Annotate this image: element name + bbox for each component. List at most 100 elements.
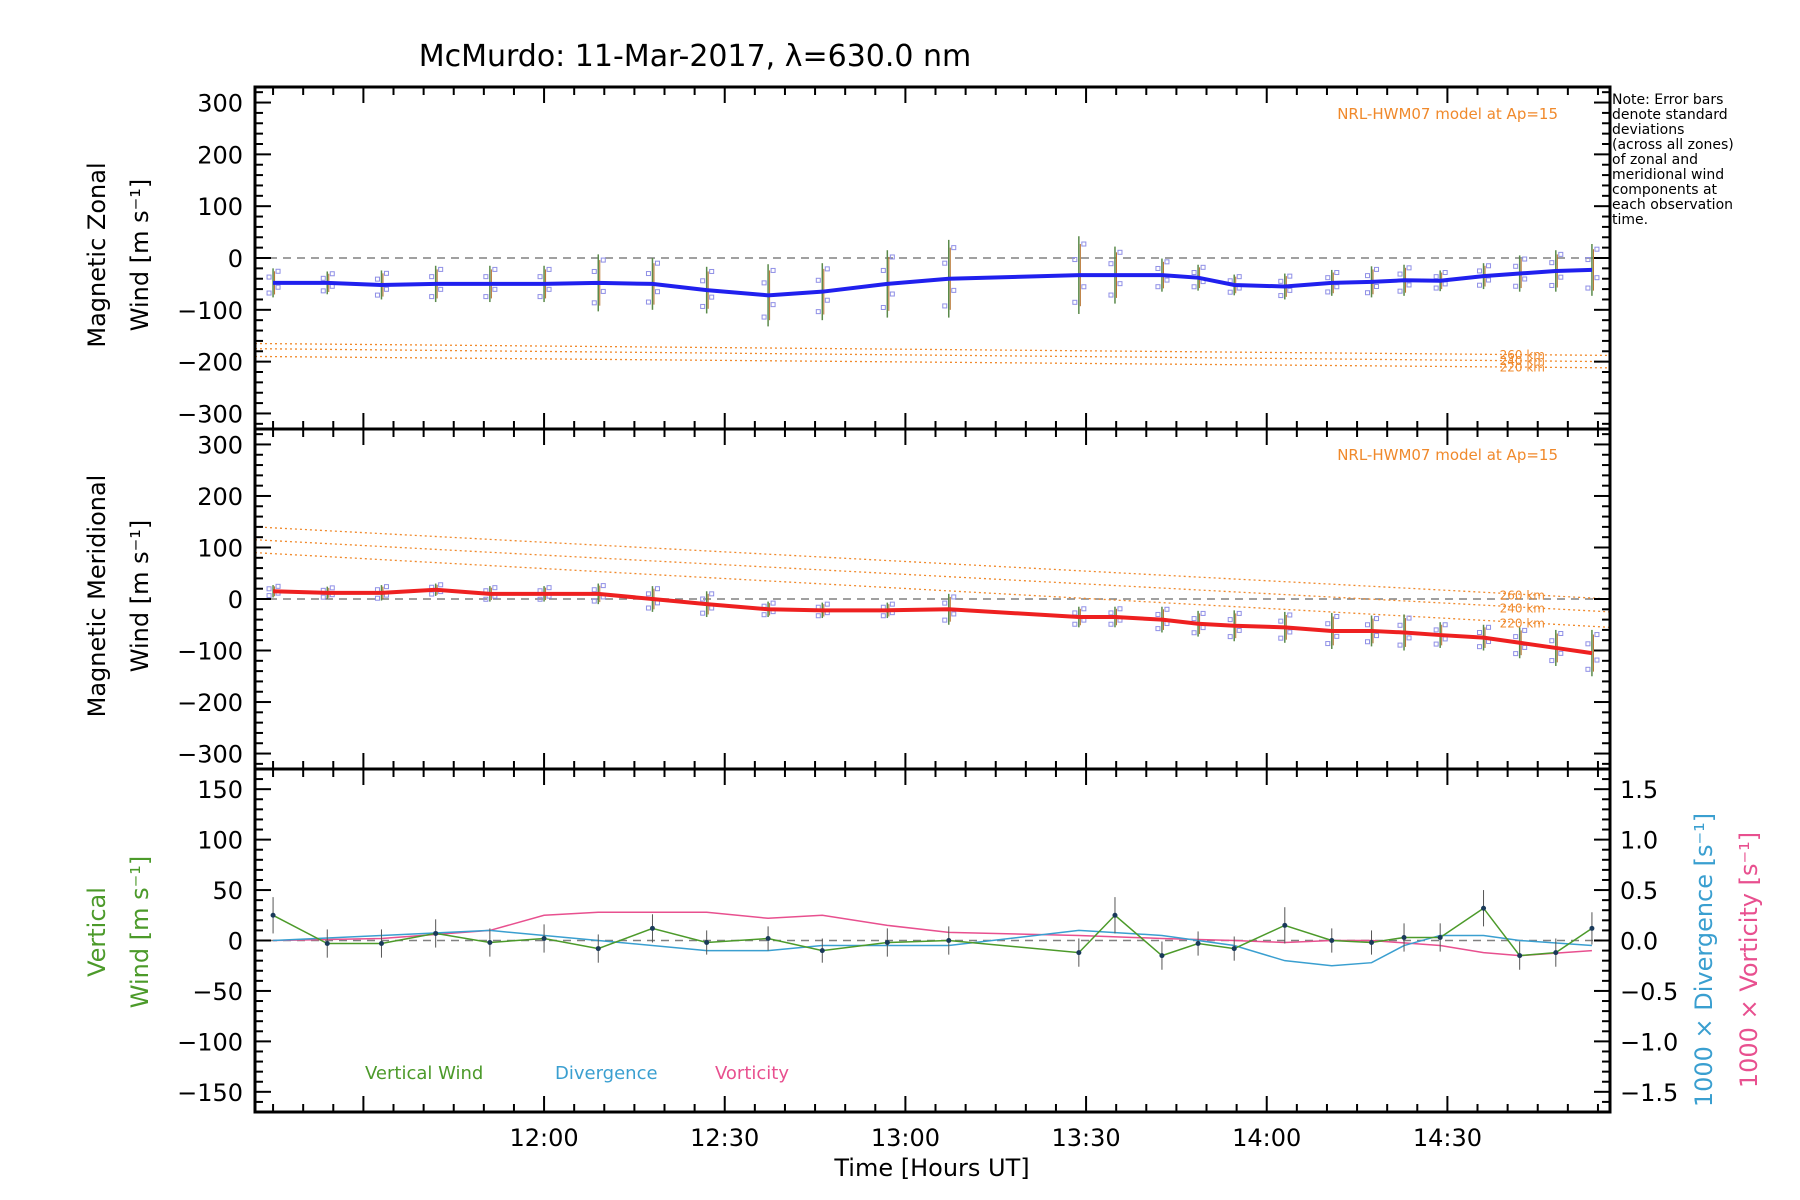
zone-sample — [1406, 265, 1412, 271]
zone-sample — [815, 309, 821, 315]
vertical-wind-point — [1112, 912, 1118, 918]
y-tick-label: 150 — [197, 776, 243, 804]
zone-sample — [1397, 288, 1403, 294]
zone-sample — [770, 267, 776, 273]
legend-divergence: Divergence — [555, 1063, 658, 1084]
vertical-wind-point — [324, 941, 330, 947]
vertical-wind-point — [649, 925, 655, 931]
meridional-model-label: NRL-HWM07 model at Ap=15 — [1337, 446, 1558, 464]
zone-sample — [889, 254, 895, 260]
zone-sample — [1365, 290, 1371, 296]
vertical-wind-point — [1076, 950, 1082, 956]
zone-sample — [492, 266, 498, 272]
zone-sample — [1513, 263, 1519, 269]
vertical-wind-point — [1481, 905, 1487, 911]
y-tick-label: −50 — [192, 978, 243, 1006]
zone-sample — [275, 284, 281, 290]
zone-sample — [1442, 622, 1448, 628]
zone-sample — [951, 611, 957, 617]
y-tick-label: 0 — [228, 245, 243, 273]
y-tick-label: −100 — [177, 1028, 243, 1056]
zone-sample — [275, 268, 281, 274]
zone-sample — [889, 601, 895, 607]
zone-sample — [492, 286, 498, 292]
zone-sample — [1236, 627, 1242, 633]
model-curve-label: 240 km — [1500, 601, 1545, 615]
y-tick-label: 300 — [197, 431, 243, 459]
zone-sample — [591, 587, 597, 593]
zone-sample — [537, 274, 543, 280]
zone-sample — [880, 267, 886, 273]
zone-sample — [483, 274, 489, 280]
zone-sample — [1594, 657, 1600, 663]
legend-vertical-wind: Vertical Wind — [365, 1063, 483, 1084]
zone-sample — [429, 294, 435, 300]
zone-sample — [1477, 282, 1483, 288]
zone-sample — [1397, 642, 1403, 648]
zone-sample — [591, 268, 597, 274]
zone-sample — [700, 610, 706, 616]
zonal-model-label: NRL-HWM07 model at Ap=15 — [1337, 105, 1558, 123]
zone-sample — [1513, 651, 1519, 657]
x-tick-label: 12:30 — [690, 1124, 759, 1152]
zone-sample — [266, 593, 272, 599]
zone-sample — [1164, 606, 1170, 612]
zone-sample — [1108, 621, 1114, 627]
zone-sample — [1549, 260, 1555, 266]
vertical-wind-point — [765, 935, 771, 941]
zone-sample — [438, 286, 444, 292]
zone-sample — [709, 268, 715, 274]
y-tick-label: 100 — [197, 534, 243, 562]
model-curve-label: 240 km — [1500, 354, 1545, 368]
zone-sample — [654, 289, 660, 295]
zone-sample — [546, 585, 552, 591]
zone-sample — [1236, 274, 1242, 280]
zone-sample — [645, 591, 651, 597]
zone-sample — [1365, 639, 1371, 645]
zone-sample — [320, 594, 326, 600]
model-curve-label: 260 km — [1500, 348, 1545, 362]
zone-sample — [1108, 292, 1114, 298]
zone-sample — [1117, 606, 1123, 612]
zone-sample — [1155, 611, 1161, 617]
zone-sample — [1191, 284, 1197, 290]
note-line: components at — [1612, 182, 1718, 198]
zone-sample — [320, 275, 326, 281]
vertical-panel: −150 −100 −50 0 50 100 150 −1.5 −1.0 −0.5 0.0 0.5 1.… — [83, 767, 1763, 1114]
zone-sample — [880, 304, 886, 310]
zonal-wind-line — [273, 267, 1592, 298]
y-tick-label: −300 — [177, 400, 243, 428]
zone-sample — [1164, 277, 1170, 283]
zone-sample — [824, 266, 830, 272]
zone-sample — [1513, 283, 1519, 289]
zone-sample — [329, 585, 335, 591]
y-tick-label: −200 — [177, 689, 243, 717]
y-tick-label: −1.0 — [1620, 1028, 1678, 1056]
x-tick-label: 14:30 — [1413, 1124, 1482, 1152]
zone-sample — [709, 591, 715, 597]
zone-sample — [266, 586, 272, 592]
zone-sample — [645, 605, 651, 611]
note-line: Note: Error bars — [1612, 92, 1723, 108]
note-line: meridional wind — [1612, 167, 1724, 183]
zone-sample — [275, 583, 281, 589]
zone-sample — [1549, 658, 1555, 664]
zone-sample — [889, 291, 895, 297]
zone-sample — [815, 613, 821, 619]
zone-sample — [383, 584, 389, 590]
zone-sample — [1549, 282, 1555, 288]
vertical-marks: −150 −100 −50 0 50 100 150 −1.5 −1.0 −0.5 0.0 0.5 1.… — [177, 768, 1678, 1113]
zone-sample — [1191, 616, 1197, 622]
zone-sample — [880, 613, 886, 619]
zone-sample — [1325, 641, 1331, 647]
meridional-ylabel-line2: Wind [m s⁻¹] — [126, 520, 154, 672]
zone-sample — [1594, 275, 1600, 281]
zone-sample — [1278, 635, 1284, 641]
zone-sample — [1072, 257, 1078, 263]
zone-sample — [1585, 641, 1591, 647]
vertical-wind-point — [704, 940, 710, 946]
note-line: time. — [1612, 212, 1648, 228]
vertical-ylabel-line1: Vertical — [83, 887, 111, 977]
zone-sample — [815, 277, 821, 283]
vertical-wind-point — [1401, 934, 1407, 940]
